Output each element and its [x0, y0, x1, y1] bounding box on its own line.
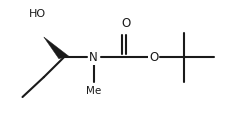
Text: HO: HO: [29, 9, 46, 19]
Text: O: O: [149, 51, 158, 64]
Text: N: N: [90, 51, 98, 64]
Text: Me: Me: [86, 86, 102, 96]
Text: O: O: [122, 17, 131, 30]
Polygon shape: [44, 37, 69, 59]
